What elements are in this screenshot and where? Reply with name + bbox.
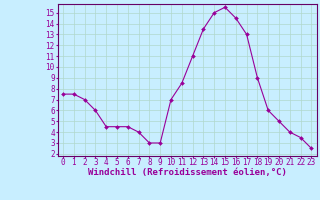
X-axis label: Windchill (Refroidissement éolien,°C): Windchill (Refroidissement éolien,°C): [88, 168, 287, 177]
